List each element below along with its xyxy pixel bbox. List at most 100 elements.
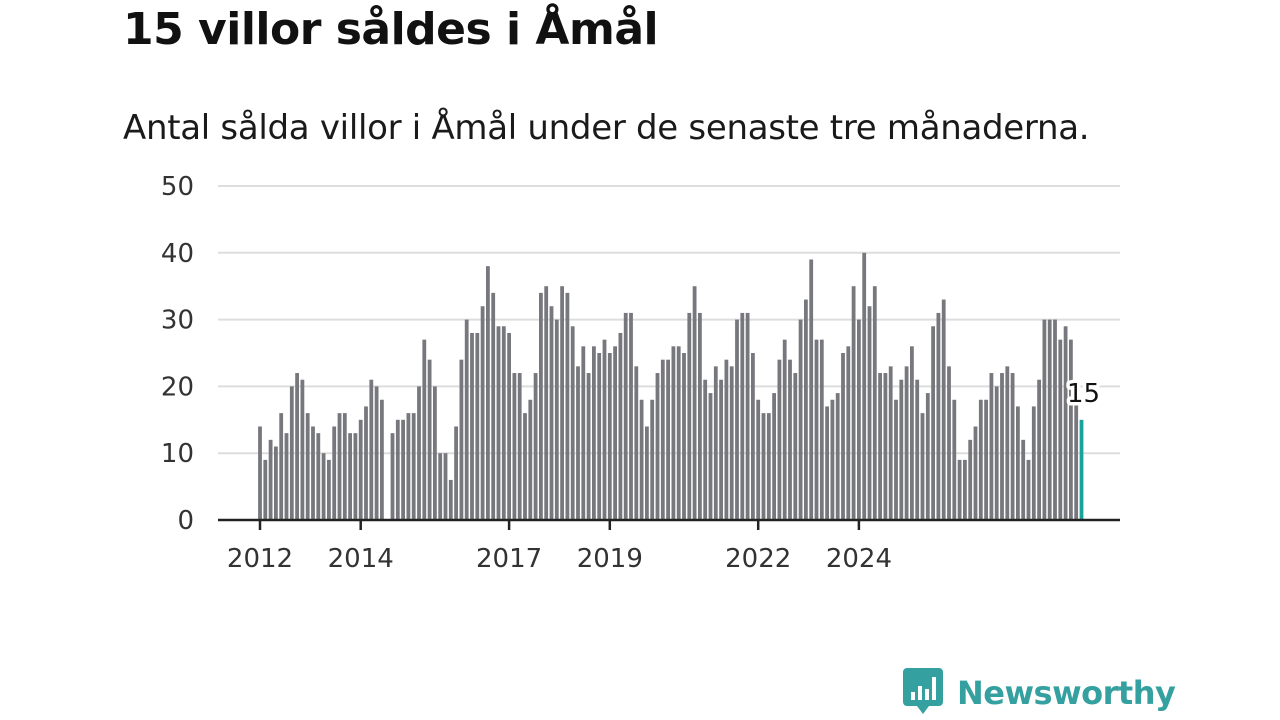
bar <box>952 399 957 520</box>
bar <box>825 406 829 520</box>
bar <box>772 393 776 520</box>
y-tick-label: 0 <box>177 506 194 536</box>
bar <box>798 319 803 520</box>
bar <box>925 393 930 520</box>
bar <box>512 373 517 520</box>
bar <box>819 339 824 520</box>
bar <box>809 259 814 520</box>
brand-name: Newsworthy <box>957 674 1176 712</box>
bar <box>475 332 480 520</box>
bar <box>788 359 792 520</box>
bar <box>888 366 893 520</box>
bar <box>337 413 342 520</box>
bar <box>316 433 321 520</box>
bar <box>1047 319 1052 520</box>
bar <box>289 386 294 520</box>
bar <box>406 413 411 520</box>
bar <box>666 359 670 520</box>
bar <box>1031 406 1036 520</box>
bar <box>305 413 310 520</box>
bar <box>872 286 877 520</box>
bar <box>570 326 575 520</box>
bar <box>1026 459 1031 520</box>
bar <box>342 413 347 520</box>
bar <box>369 379 374 520</box>
bar <box>729 366 734 520</box>
bars <box>258 252 1084 521</box>
bar <box>581 346 586 520</box>
bar <box>380 399 384 520</box>
bar <box>576 366 580 520</box>
bar <box>692 286 697 520</box>
bar <box>470 332 474 520</box>
bar <box>846 346 851 520</box>
bar <box>655 373 660 520</box>
bar <box>751 353 755 520</box>
bar <box>894 399 898 520</box>
bar <box>634 366 639 520</box>
bar-chart-speech-bubble-icon <box>903 668 943 718</box>
x-tick-label: 2019 <box>577 544 643 574</box>
bar <box>713 366 718 520</box>
bar <box>258 426 262 520</box>
x-tick-label: 2012 <box>227 544 293 574</box>
bar <box>623 312 628 520</box>
bar <box>857 319 861 520</box>
bar <box>401 419 405 520</box>
bar <box>395 419 400 520</box>
bar <box>311 426 315 520</box>
bar <box>517 373 522 520</box>
newsworthy-logo[interactable]: Newsworthy <box>903 668 1176 718</box>
bar <box>835 393 840 520</box>
bar <box>676 346 681 520</box>
bar <box>735 319 739 520</box>
bar <box>454 426 458 520</box>
bar <box>464 319 469 520</box>
bar <box>867 306 872 520</box>
bar <box>963 459 967 520</box>
bar <box>687 312 692 520</box>
bar <box>486 266 490 520</box>
bar <box>1010 373 1015 520</box>
bar <box>560 286 564 520</box>
bar <box>523 413 527 520</box>
bar <box>353 433 358 520</box>
bar <box>645 426 649 520</box>
bar <box>941 299 946 520</box>
bar <box>973 426 978 520</box>
bar <box>719 379 723 520</box>
bar <box>438 453 443 520</box>
bar <box>374 386 379 520</box>
bar <box>592 346 596 520</box>
bar <box>443 453 448 520</box>
bar <box>263 459 268 520</box>
bar <box>793 373 798 520</box>
bar <box>321 453 326 520</box>
x-tick-label: 2022 <box>725 544 791 574</box>
bar <box>390 433 395 520</box>
bar <box>417 386 421 520</box>
bar <box>915 379 920 520</box>
bar <box>862 252 867 521</box>
bar <box>364 406 368 520</box>
bar <box>968 439 973 520</box>
bar <box>724 359 729 520</box>
bar <box>756 399 761 520</box>
bar <box>1058 339 1063 520</box>
bar <box>539 292 543 520</box>
bar <box>480 306 485 520</box>
bar <box>841 353 845 520</box>
bar <box>883 373 888 520</box>
x-tick-label: 2017 <box>476 544 542 574</box>
bar <box>348 433 352 520</box>
bar <box>528 399 533 520</box>
bar <box>777 359 782 520</box>
bar <box>1074 386 1079 520</box>
bar <box>804 299 808 520</box>
bar <box>830 399 835 520</box>
bar <box>766 413 771 520</box>
bar <box>422 339 427 520</box>
bar <box>411 413 416 520</box>
bar <box>327 459 331 520</box>
bar <box>629 312 633 520</box>
